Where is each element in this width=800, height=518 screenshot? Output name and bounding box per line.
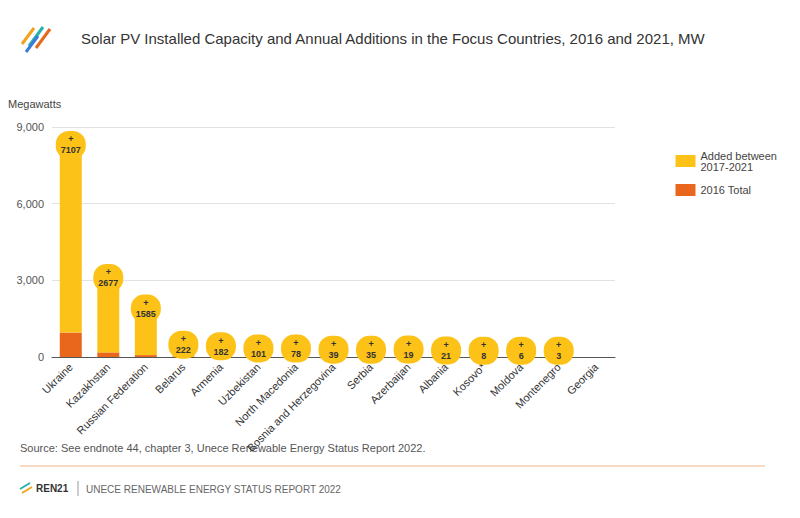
svg-text:3,000: 3,000 [16, 274, 44, 286]
svg-text:Georgia: Georgia [564, 360, 601, 397]
svg-text:Belarus: Belarus [153, 360, 188, 395]
svg-text:+: + [443, 340, 448, 350]
svg-text:19: 19 [404, 350, 414, 360]
svg-text:Kazakhstan: Kazakhstan [63, 360, 113, 410]
svg-text:Ukraine: Ukraine [40, 361, 75, 396]
svg-text:+: + [368, 339, 373, 349]
svg-text:182: 182 [213, 347, 228, 357]
svg-text:21: 21 [441, 351, 451, 361]
svg-text:Megawatts: Megawatts [8, 98, 62, 110]
svg-text:Bosnia and Herzegovina: Bosnia and Herzegovina [245, 360, 339, 454]
svg-text:222: 222 [176, 345, 191, 355]
svg-text:Added between: Added between [700, 149, 780, 162]
svg-text:Kosovo*: Kosovo* [450, 360, 488, 398]
svg-text:39: 39 [328, 350, 338, 360]
svg-text:+: + [218, 336, 223, 346]
svg-text:Uzbekistan: Uzbekistan [215, 360, 263, 408]
svg-text:8: 8 [481, 351, 486, 361]
svg-text:REN21: REN21 [36, 483, 69, 494]
svg-text:+: + [519, 340, 524, 350]
svg-text:Armenia: Armenia [188, 360, 226, 398]
svg-text:+: + [556, 340, 561, 350]
svg-text:2016 Total: 2016 Total [700, 184, 751, 196]
svg-text:Serbia: Serbia [344, 360, 376, 392]
svg-text:2017-2021: 2017-2021 [700, 161, 753, 173]
svg-text:+: + [256, 338, 261, 348]
svg-text:Source: See endnote 44, chapte: Source: See endnote 44, chapter 3, Unece… [20, 442, 425, 454]
svg-text:North Macedonia: North Macedonia [233, 360, 301, 428]
svg-text:+: + [68, 134, 73, 144]
svg-text:9,000: 9,000 [16, 121, 44, 133]
svg-text:6,000: 6,000 [16, 198, 44, 210]
svg-text:+: + [481, 340, 486, 350]
svg-text:2677: 2677 [98, 278, 118, 288]
svg-text:+: + [406, 339, 411, 349]
svg-text:UNECE RENEWABLE ENERGY STATUS: UNECE RENEWABLE ENERGY STATUS REPORT 202… [86, 484, 341, 495]
svg-text:+: + [143, 298, 148, 308]
svg-text:+: + [106, 267, 111, 277]
svg-text:7107: 7107 [61, 145, 81, 155]
svg-text:+: + [293, 338, 298, 348]
svg-text:+: + [181, 334, 186, 344]
svg-text:78: 78 [291, 349, 301, 359]
svg-text:1585: 1585 [136, 309, 156, 319]
svg-text:Montenegro: Montenegro [513, 361, 563, 411]
svg-text:35: 35 [366, 350, 376, 360]
svg-text:0: 0 [38, 351, 44, 363]
svg-text:Albania: Albania [416, 360, 451, 395]
svg-text:101: 101 [251, 349, 266, 359]
svg-text:Solar PV Installed Capacity an: Solar PV Installed Capacity and Annual A… [81, 30, 706, 47]
svg-text:Moldova: Moldova [488, 360, 526, 398]
svg-text:+: + [331, 339, 336, 349]
svg-text:Azerbaijan: Azerbaijan [368, 361, 413, 406]
svg-text:3: 3 [556, 351, 561, 361]
svg-text:Russian Federation: Russian Federation [74, 361, 150, 437]
svg-text:6: 6 [519, 351, 524, 361]
